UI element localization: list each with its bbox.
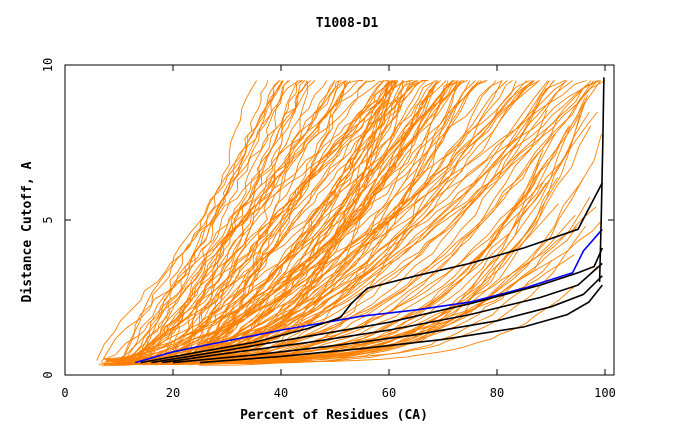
background-curve bbox=[113, 80, 284, 366]
background-curve bbox=[122, 80, 308, 361]
background-curve bbox=[191, 80, 429, 359]
background-curve bbox=[167, 80, 437, 361]
highlight-curves bbox=[134, 77, 605, 364]
background-curve bbox=[171, 214, 576, 362]
background-curve bbox=[117, 80, 465, 364]
x-axis-label: Percent of Residues (CA) bbox=[240, 408, 428, 423]
background-curve bbox=[133, 80, 459, 364]
background-curve bbox=[170, 80, 346, 365]
background-curve bbox=[125, 80, 284, 365]
background-curve bbox=[112, 80, 488, 359]
background-curve bbox=[103, 80, 453, 360]
background-curve bbox=[187, 80, 347, 363]
x-tick-label: 0 bbox=[61, 386, 68, 400]
background-curve bbox=[203, 80, 427, 365]
background-curve bbox=[190, 80, 368, 366]
background-curve bbox=[140, 80, 282, 361]
x-tick-label: 40 bbox=[274, 386, 288, 400]
y-tick-label: 0 bbox=[41, 371, 55, 378]
background-curve bbox=[136, 80, 414, 361]
background-curve bbox=[181, 80, 364, 359]
chart-title: T1008-D1 bbox=[316, 16, 379, 31]
background-curve bbox=[113, 80, 347, 364]
y-axis-ticks: 0 5 10 bbox=[41, 58, 614, 379]
background-curve bbox=[197, 80, 306, 362]
background-curve bbox=[198, 159, 549, 366]
background-curve bbox=[133, 80, 391, 362]
background-curve bbox=[121, 80, 447, 361]
curve-black-2 bbox=[151, 247, 604, 364]
curve-black-6 bbox=[598, 77, 605, 283]
curve-black-1 bbox=[140, 182, 604, 364]
background-curve bbox=[140, 80, 336, 364]
background-curve bbox=[185, 80, 342, 361]
background-curve bbox=[170, 80, 303, 362]
background-curve bbox=[133, 80, 312, 359]
x-tick-label: 80 bbox=[490, 386, 504, 400]
curve-black-5 bbox=[199, 284, 603, 364]
background-curve bbox=[136, 80, 423, 365]
background-curve bbox=[191, 109, 548, 359]
curve-black-3 bbox=[162, 262, 603, 364]
x-tick-label: 20 bbox=[166, 386, 180, 400]
background-curve bbox=[122, 80, 303, 360]
background-curve bbox=[159, 80, 328, 365]
x-tick-label: 100 bbox=[594, 386, 616, 400]
background-curve bbox=[180, 182, 547, 363]
background-curve bbox=[186, 80, 289, 363]
y-tick-label: 10 bbox=[41, 58, 55, 72]
x-tick-label: 60 bbox=[382, 386, 396, 400]
background-curve bbox=[179, 80, 397, 363]
y-axis-label: Distance Cutoff, A bbox=[20, 161, 35, 302]
background-curve bbox=[100, 80, 425, 363]
x-axis-ticks: 0 20 40 60 80 100 bbox=[61, 65, 616, 400]
background-curve bbox=[193, 80, 405, 364]
y-tick-label: 5 bbox=[41, 216, 55, 223]
curve-blue bbox=[134, 228, 603, 364]
background-curve bbox=[106, 80, 358, 359]
curve-black-4 bbox=[172, 275, 603, 364]
